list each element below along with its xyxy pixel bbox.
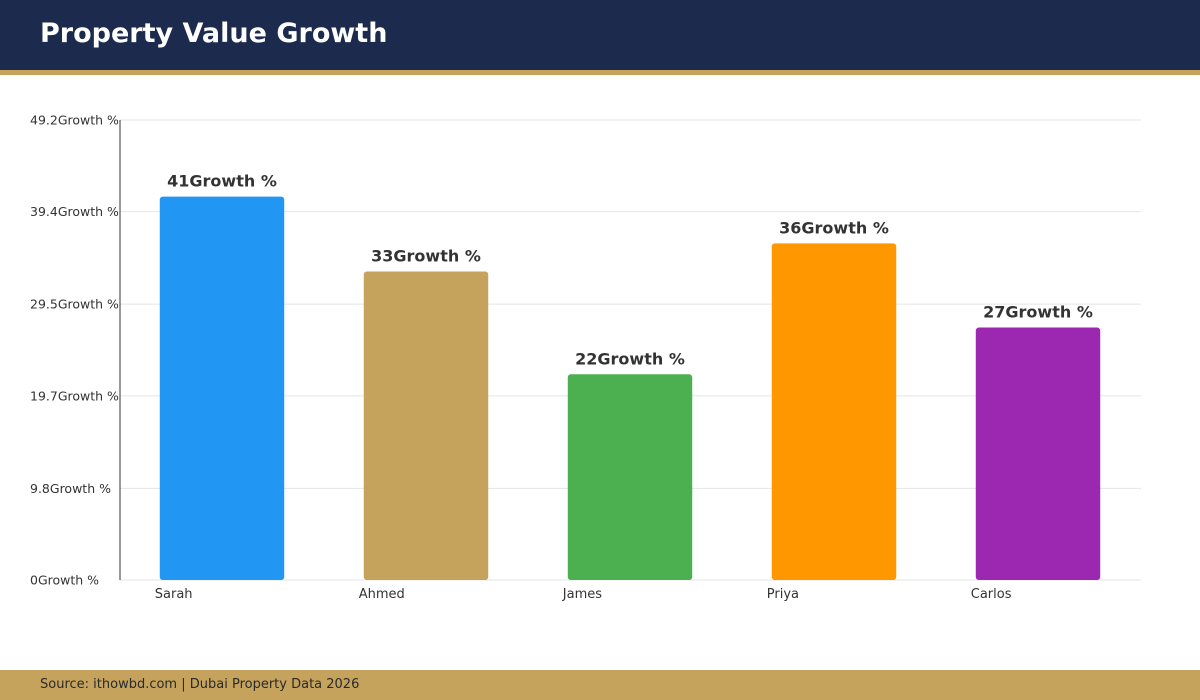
x-tick-label: Carlos bbox=[971, 587, 1012, 602]
y-tick-label: 49.2Growth % bbox=[30, 113, 119, 128]
y-tick-labels: 0Growth % 9.8Growth % 19.7Growth % 29.5Grow… bbox=[30, 113, 119, 588]
data-label: 27Growth % bbox=[983, 303, 1093, 322]
header-accent-line bbox=[0, 70, 1200, 75]
bar-chart: 0Growth % 9.8Growth % 19.7Growth % 29.5Grow… bbox=[30, 113, 1141, 602]
data-label: 41Growth % bbox=[167, 172, 277, 191]
bar-sarah bbox=[159, 196, 285, 580]
bars bbox=[159, 196, 1101, 581]
data-label: 36Growth % bbox=[779, 218, 889, 237]
bar-james bbox=[567, 374, 693, 580]
y-tick-label: 39.4Growth % bbox=[30, 204, 119, 219]
y-tick-label: 9.8Growth % bbox=[30, 481, 111, 496]
x-tick-label: Sarah bbox=[155, 587, 193, 602]
bar-carlos bbox=[975, 327, 1101, 580]
data-label: 33Growth % bbox=[371, 246, 481, 265]
source-note: Source: ithowbd.com | Dubai Property Dat… bbox=[40, 677, 360, 692]
y-tick-label: 29.5Growth % bbox=[30, 297, 119, 312]
y-tick-label: 19.7Growth % bbox=[30, 388, 119, 403]
x-tick-label: Priya bbox=[767, 587, 799, 602]
bar-ahmed bbox=[363, 271, 489, 580]
y-tick-label: 0Growth % bbox=[30, 573, 99, 588]
data-label: 22Growth % bbox=[575, 349, 685, 368]
data-labels: 41Growth % 33Growth % 22Growth % 36Growth %… bbox=[167, 172, 1093, 369]
footer-bar: Source: ithowbd.com | Dubai Property Dat… bbox=[0, 670, 1200, 700]
x-tick-label: Ahmed bbox=[359, 587, 405, 602]
x-tick-label: James bbox=[562, 587, 602, 602]
header-bar: Property Value Growth bbox=[0, 0, 1200, 70]
x-tick-labels: Sarah Ahmed James Priya Carlos bbox=[155, 587, 1012, 602]
bar-priya bbox=[771, 243, 897, 581]
page-title: Property Value Growth bbox=[40, 18, 388, 49]
